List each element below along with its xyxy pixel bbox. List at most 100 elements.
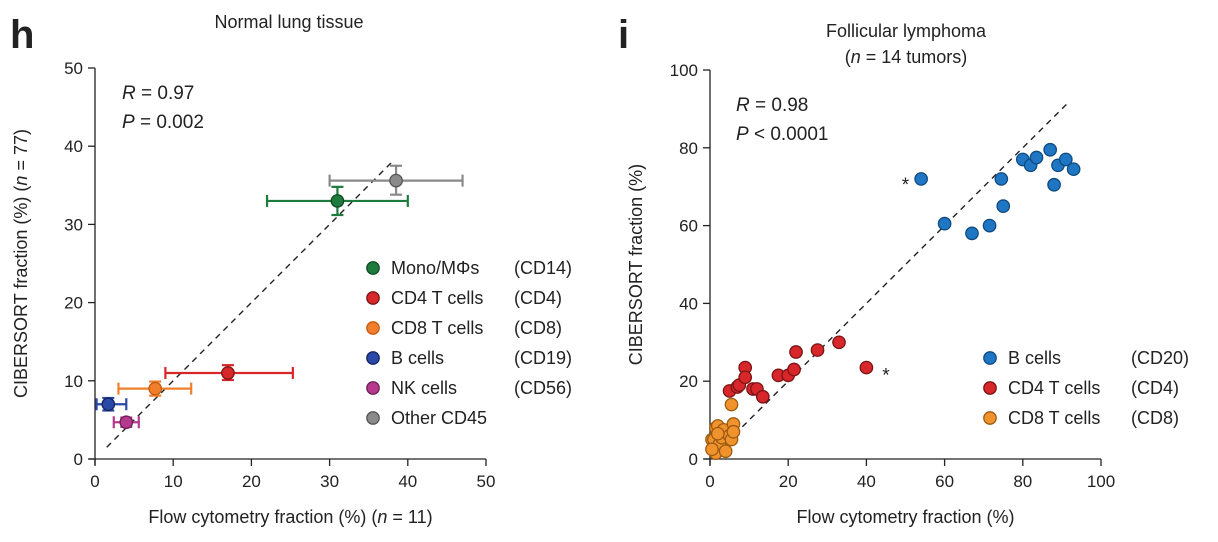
- data-point-cd8-t-cells: [705, 442, 719, 457]
- data-point-cd4-t-cells: [787, 362, 801, 377]
- data-point-b-cells: [1047, 177, 1061, 192]
- y-tick-label: 20: [679, 372, 698, 391]
- legend-marker: (CD19): [514, 348, 572, 368]
- data-point-cd8-t-cells: [724, 397, 739, 412]
- y-axis-label-italic: n: [11, 176, 31, 186]
- y-tick-label: 0: [689, 450, 698, 469]
- legend-marker: (CD8): [514, 318, 562, 338]
- y-axis-label: CIBERSORT fraction (%): [626, 164, 646, 365]
- x-tick-label: 60: [935, 472, 954, 491]
- stat-value: < 0.0001: [749, 124, 829, 145]
- legend-swatch: [366, 261, 380, 275]
- legend-marker: (CD20): [1131, 348, 1189, 368]
- panel-letter-i: i: [618, 13, 629, 57]
- legend-marker: (CD4): [1131, 378, 1179, 398]
- stat-value: = 0.98: [750, 95, 809, 116]
- data-point-b-cells: [1058, 152, 1073, 167]
- chart-subtitle-italic: n: [851, 47, 861, 67]
- stat-symbol: R: [736, 95, 750, 116]
- legend-swatch: [366, 291, 380, 305]
- legend-swatch: [983, 351, 997, 365]
- data-point-b-cells: [1066, 162, 1081, 177]
- x-tick-label: 20: [779, 472, 798, 491]
- data-point-b-cells: [982, 218, 997, 233]
- stat-line: P = 0.002: [122, 112, 204, 133]
- y-tick-label: 30: [64, 215, 83, 234]
- identity-line: [106, 161, 393, 448]
- data-point-cd4-t-cells: [738, 370, 753, 385]
- chart-title: Normal lung tissue: [214, 12, 363, 32]
- x-tick-label: 40: [857, 472, 876, 491]
- y-tick-label: 40: [64, 137, 83, 156]
- x-tick-label: 40: [398, 472, 417, 491]
- y-tick-label: 50: [64, 59, 83, 78]
- y-tick-label: 10: [64, 372, 83, 391]
- legend-swatch: [983, 411, 997, 425]
- data-point-cd4-t-cells: [859, 360, 874, 375]
- annotation-asterisk: *: [902, 175, 910, 196]
- stat-line: R = 0.97: [122, 83, 194, 104]
- data-point-cd4-t-cells: [832, 335, 846, 350]
- stat-symbol: P: [736, 124, 749, 145]
- data-point-cd4-t-cells: [810, 343, 825, 357]
- data-point-cd8-t-cells: [718, 444, 733, 459]
- y-axis-label-part: = 77): [11, 129, 31, 176]
- legend-marker: (CD56): [514, 378, 572, 398]
- y-tick-label: 0: [74, 450, 83, 469]
- data-point-cd4-t-cells: [221, 366, 235, 380]
- chart-panel-h: Normal lung tissue 0 10 20 30 40 50 0 10 20 30 40 50…: [11, 12, 572, 527]
- data-point-mono-m-s: [330, 194, 345, 208]
- annotation-asterisk: *: [882, 365, 890, 386]
- y-axis-label: CIBERSORT fraction (%) (n = 77): [11, 129, 31, 398]
- stat-value: = 0.97: [136, 83, 195, 104]
- x-axis-label-part: = 11): [387, 507, 432, 527]
- data-point-b-cells: [996, 199, 1011, 213]
- data-point-b-cells: [937, 216, 952, 231]
- data-point-b-cells: [914, 172, 928, 186]
- legend-label: CD4 T cells: [1008, 378, 1100, 398]
- x-axis-label-part: Flow cytometry fraction (%) (: [148, 507, 377, 527]
- x-tick-label: 0: [90, 472, 99, 491]
- y-tick-label: 80: [679, 139, 698, 158]
- legend-label: CD4 T cells: [391, 288, 483, 308]
- chart-panel-i: Follicular lymphoma (n = 14 tumors) 0 20 40 6…: [626, 21, 1189, 527]
- y-axis-label-part: CIBERSORT fraction (%): [626, 164, 646, 365]
- y-tick-label: 100: [670, 61, 698, 80]
- panel-letter-h: h: [10, 13, 34, 57]
- legend-swatch: [366, 321, 380, 335]
- data-point-cd8-t-cells: [726, 424, 741, 439]
- x-axis-label-italic: n: [377, 507, 387, 527]
- x-tick-label: 50: [477, 472, 496, 491]
- data-point-b-cells: [965, 226, 979, 241]
- legend-label: CD8 T cells: [1008, 408, 1100, 428]
- legend-swatch: [366, 351, 380, 365]
- x-axis-label-part: Flow cytometry fraction (%): [796, 507, 1014, 527]
- x-tick-label: 30: [320, 472, 339, 491]
- data-point-cd4-t-cells: [755, 389, 770, 404]
- chart-title: Follicular lymphoma: [826, 21, 987, 41]
- y-tick-label: 40: [679, 294, 698, 313]
- stat-line: R = 0.98: [736, 95, 808, 116]
- stat-line: P < 0.0001: [736, 124, 828, 145]
- chart-subtitle-part: (: [845, 47, 851, 67]
- data-point-nk-cells: [119, 415, 134, 430]
- chart-subtitle: (n = 14 tumors): [845, 47, 968, 67]
- x-tick-label: 20: [242, 472, 261, 491]
- x-tick-label: 100: [1087, 472, 1115, 491]
- legend-swatch: [983, 381, 997, 395]
- x-tick-label: 0: [705, 472, 714, 491]
- legend-label: Mono/MΦs: [391, 258, 479, 278]
- stat-symbol: R: [122, 83, 136, 104]
- y-tick-label: 60: [679, 217, 698, 236]
- legend-marker: (CD4): [514, 288, 562, 308]
- x-tick-label: 10: [164, 472, 183, 491]
- legend-swatch: [366, 411, 380, 425]
- identity-line: [710, 100, 1071, 459]
- x-tick-label: 80: [1013, 472, 1032, 491]
- data-point-b-cells: [1043, 142, 1058, 157]
- legend-swatch: [366, 381, 380, 395]
- stat-value: = 0.002: [135, 112, 204, 133]
- y-tick-label: 20: [64, 294, 83, 313]
- stat-symbol: P: [122, 112, 135, 133]
